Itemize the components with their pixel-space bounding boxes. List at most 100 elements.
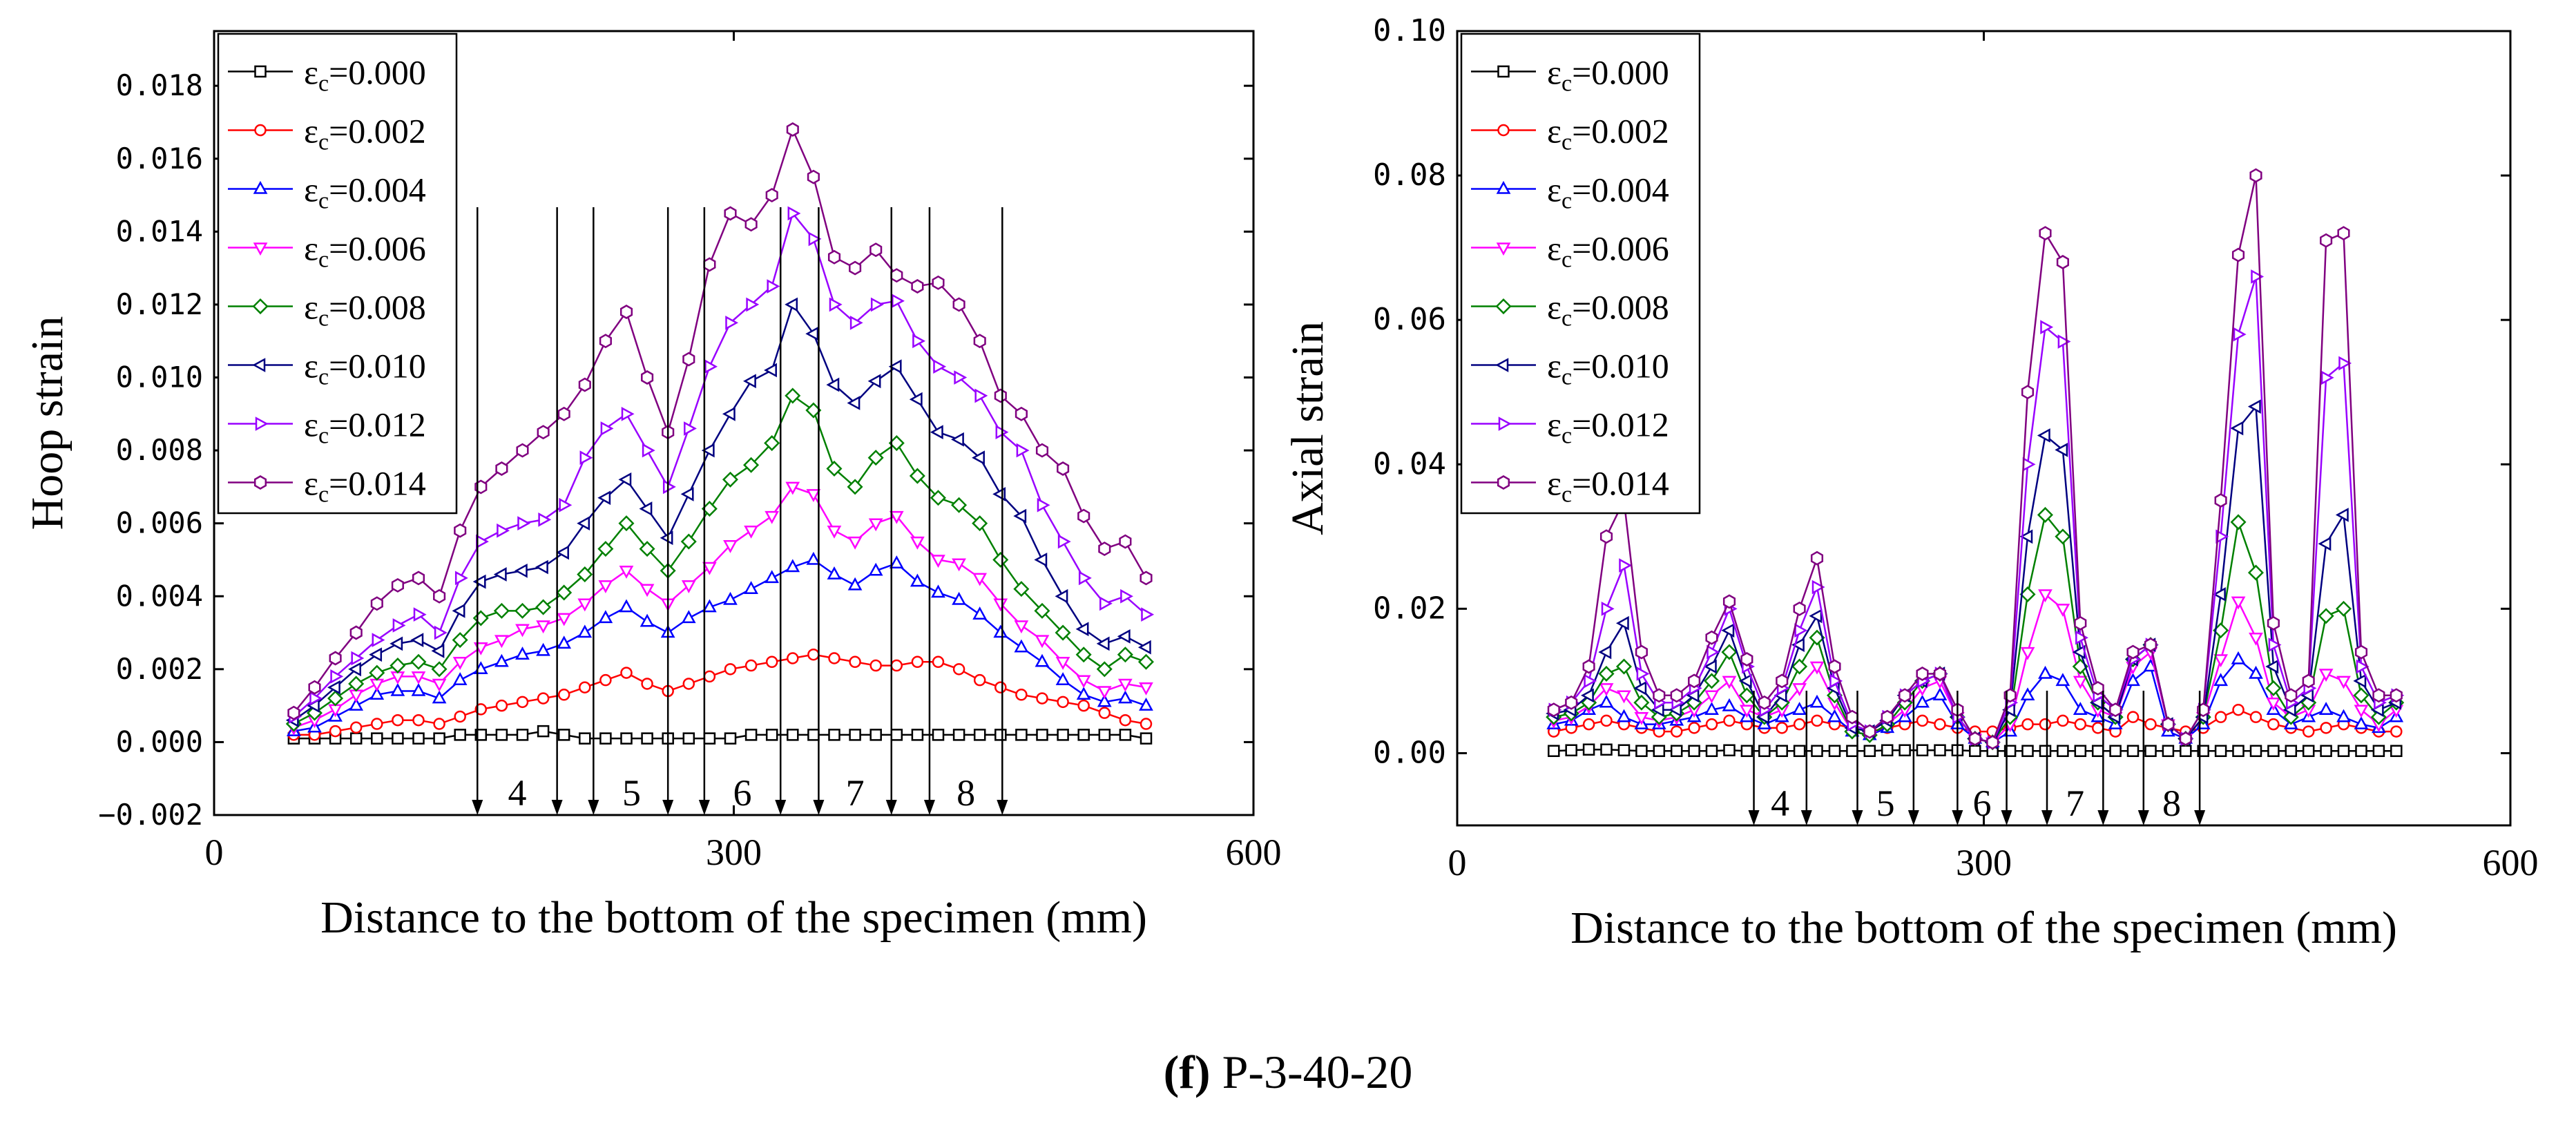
y-tick-label: 0.016 [116, 142, 203, 175]
legend-item: εc=0.008 [228, 288, 426, 332]
section-arrowhead [472, 800, 483, 815]
data-point [349, 721, 363, 734]
legend-value: =0.008 [329, 288, 426, 327]
data-point [410, 653, 427, 670]
data-point [1986, 735, 1999, 750]
data-point [910, 536, 925, 550]
data-point [1758, 695, 1771, 710]
data-point [371, 732, 383, 745]
data-point [744, 581, 758, 594]
data-point [1811, 579, 1825, 595]
data-point [392, 618, 406, 633]
data-point [2019, 529, 2033, 544]
series-0.008 [285, 387, 1154, 732]
legend-item: εc=0.014 [228, 464, 426, 508]
legend-label: εc=0.006 [1547, 229, 1669, 273]
y-tick-label: 0.018 [116, 68, 203, 102]
data-point [2372, 745, 2385, 758]
section-arrowhead [997, 800, 1008, 815]
data-point [1581, 688, 1594, 703]
legend-value: =0.004 [329, 171, 426, 209]
data-point [1137, 653, 1154, 670]
data-point [1565, 744, 1577, 757]
legend-symbol: ε [304, 405, 318, 444]
data-point [1057, 696, 1069, 709]
legend-symbol: ε [304, 112, 318, 151]
data-point [1707, 644, 1720, 660]
data-point [829, 297, 843, 312]
data-point [327, 690, 344, 707]
data-point [2162, 745, 2175, 758]
data-point [1705, 630, 1718, 645]
data-point [785, 387, 801, 404]
data-point [767, 279, 780, 294]
data-point [744, 217, 758, 232]
data-point [1633, 694, 1650, 711]
data-point [577, 598, 593, 612]
data-point [1582, 743, 1595, 756]
data-point [1139, 698, 1153, 711]
data-point [515, 624, 530, 638]
data-point [2109, 745, 2122, 758]
data-point [474, 703, 488, 716]
data-point [1015, 729, 1028, 741]
data-point [1098, 542, 1111, 557]
data-point [828, 652, 840, 664]
data-point [930, 425, 943, 440]
data-point [556, 584, 573, 601]
y-axis-label: Hoop strain [22, 316, 73, 530]
data-point [2231, 247, 2245, 262]
data-point [1117, 678, 1133, 692]
data-point [494, 653, 509, 667]
data-point [2057, 334, 2071, 349]
data-point [1916, 667, 1929, 681]
data-point [640, 584, 655, 597]
data-point [847, 479, 863, 495]
data-point [1117, 690, 1133, 704]
data-point [1776, 722, 1788, 734]
data-point [557, 635, 572, 649]
data-point [764, 363, 777, 378]
data-point [620, 732, 633, 745]
legend-marker [254, 65, 267, 78]
legend-marker [255, 416, 269, 431]
data-point [1013, 508, 1027, 524]
data-point [348, 676, 365, 692]
data-point [2265, 659, 2279, 674]
legend-label: εc=0.008 [1547, 288, 1669, 332]
data-point [785, 297, 798, 312]
data-point [2038, 589, 2053, 603]
data-point [1077, 699, 1090, 712]
data-point [1899, 744, 1911, 757]
data-point [1740, 652, 1753, 667]
legend-item: εc=0.006 [1471, 229, 1669, 273]
data-point [1097, 686, 1112, 700]
series-0.014 [287, 122, 1153, 720]
data-point [2091, 722, 2104, 734]
data-point [1076, 687, 1091, 700]
data-point [889, 555, 904, 568]
y-tick-label: 0.10 [1373, 13, 1446, 48]
data-point [2267, 745, 2280, 758]
data-point [618, 472, 632, 487]
data-point [704, 359, 718, 374]
data-point [495, 729, 508, 741]
section-label: 4 [1771, 783, 1789, 824]
data-point [2233, 327, 2247, 342]
section-arrowhead [1748, 810, 1760, 825]
data-point [2336, 600, 2352, 617]
data-point [993, 598, 1008, 612]
data-point [911, 729, 924, 741]
y-tick-label: −0.002 [98, 798, 203, 832]
data-point [2213, 673, 2229, 687]
data-point [765, 570, 780, 584]
data-point [1617, 744, 1631, 757]
data-point [1141, 607, 1155, 622]
data-point [1634, 711, 1649, 725]
legend-value: =0.008 [1572, 288, 1669, 327]
data-point [1705, 745, 1718, 758]
section-arrowhead [813, 800, 825, 815]
data-point [2267, 718, 2280, 731]
data-point [1863, 745, 1876, 758]
data-point [578, 377, 591, 392]
